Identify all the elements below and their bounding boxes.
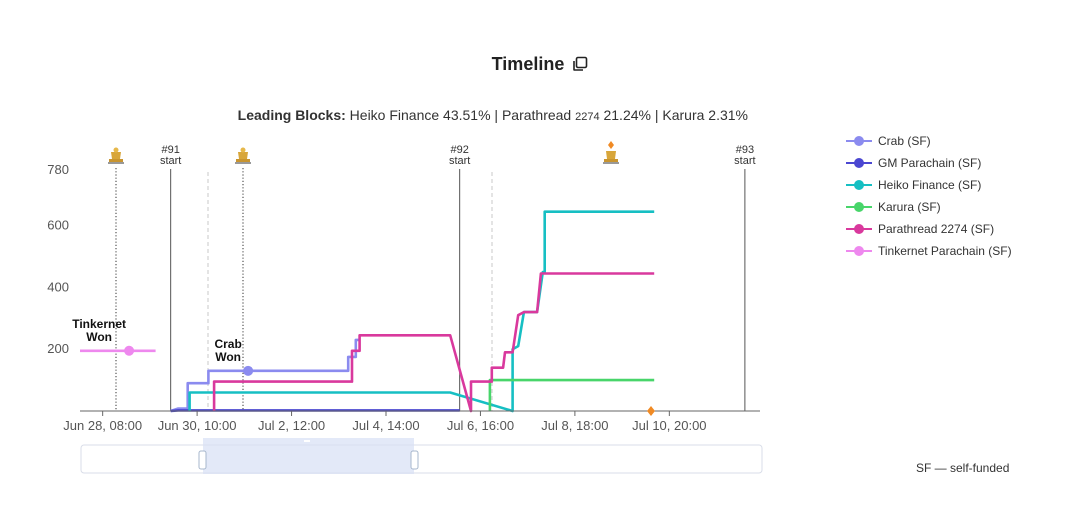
zoom-window[interactable] (203, 438, 414, 474)
auction-end-marker (647, 406, 655, 416)
auction-sub-label: start (734, 155, 755, 167)
trophy-top (113, 147, 119, 153)
x-tick-label: Jul 10, 20:00 (632, 418, 706, 433)
legend-item[interactable]: GM Parachain (SF) (846, 152, 1012, 174)
trophy-diamond (608, 141, 614, 149)
series-line[interactable] (170, 338, 360, 413)
y-tick-label: 200 (47, 341, 69, 356)
trophy-top (240, 147, 246, 153)
footnote: SF — self-funded (916, 461, 1010, 475)
x-tick-label: Jul 8, 18:00 (541, 418, 608, 433)
legend-marker (846, 158, 872, 168)
x-tick-label: Jul 4, 14:00 (352, 418, 419, 433)
chart-title: Timeline (491, 54, 565, 74)
legend-marker (846, 136, 872, 146)
leading-label: Leading Blocks: (237, 107, 346, 123)
y-tick-label: 780 (47, 162, 69, 177)
auction-label: #92 (450, 144, 468, 156)
leading-text-1: Heiko Finance 43.51% | Parathread (349, 107, 576, 123)
x-tick-label: Jul 2, 12:00 (258, 418, 325, 433)
trophy-icon (108, 147, 124, 164)
trophy-base (604, 159, 618, 162)
legend-marker (846, 246, 872, 256)
winner-point[interactable] (124, 345, 135, 356)
legend-item[interactable]: Tinkernet Parachain (SF) (846, 240, 1012, 262)
chart-title-row: Timeline (0, 54, 1080, 77)
legend-label: Crab (SF) (878, 134, 931, 148)
x-tick-label: Jun 30, 10:00 (158, 418, 237, 433)
zoom-grip[interactable] (304, 440, 310, 442)
trophy-cup (238, 152, 248, 159)
winner-label: Crab (214, 337, 241, 351)
legend-label: GM Parachain (SF) (878, 156, 982, 170)
auction-end-trophy-icon (603, 141, 619, 164)
legend-item[interactable]: Heiko Finance (SF) (846, 174, 1012, 196)
trophy-base (109, 159, 123, 162)
y-tick-label: 400 (47, 279, 69, 294)
leading-blocks: Leading Blocks: Heiko Finance 43.51% | P… (238, 107, 748, 123)
legend-item[interactable]: Crab (SF) (846, 130, 1012, 152)
series-line[interactable] (212, 272, 655, 413)
legend-label: Heiko Finance (SF) (878, 178, 982, 192)
winner-label: Won (86, 330, 112, 344)
x-tick-label: Jun 28, 08:00 (63, 418, 142, 433)
legend-label: Karura (SF) (878, 200, 941, 214)
winner-point[interactable] (243, 365, 254, 376)
legend-item[interactable]: Parathread 2274 (SF) (846, 218, 1012, 240)
auction-sub-label: start (160, 155, 181, 167)
auction-label: #91 (161, 144, 179, 156)
trophy-cup (606, 151, 616, 159)
trophy-icon (235, 147, 251, 164)
legend-label: Parathread 2274 (SF) (878, 222, 995, 236)
legend-marker (846, 224, 872, 234)
zoom-handle-left[interactable] (198, 450, 207, 470)
legend-item[interactable]: Karura (SF) (846, 196, 1012, 218)
y-tick-label: 600 (47, 218, 69, 233)
zoom-track[interactable] (80, 444, 763, 474)
auction-label: #93 (736, 144, 754, 156)
winner-label: Won (215, 350, 241, 364)
auction-sub-label: start (449, 155, 470, 167)
trophy-cup (111, 152, 121, 159)
legend-marker (846, 202, 872, 212)
trophy-base (236, 159, 250, 162)
legend-label: Tinkernet Parachain (SF) (878, 244, 1012, 258)
winner-label: Tinkernet (72, 317, 126, 331)
legend: Crab (SF) GM Parachain (SF) Heiko Finance … (846, 130, 1012, 262)
zoom-handle-right[interactable] (410, 450, 419, 470)
series-line[interactable] (188, 210, 655, 413)
series-line[interactable] (488, 378, 655, 411)
legend-marker (846, 180, 872, 190)
x-tick-label: Jul 6, 16:00 (447, 418, 514, 433)
leading-text-small: 2274 (575, 111, 600, 123)
leading-text-2: 21.24% | Karura 2.31% (599, 107, 748, 123)
copy-icon[interactable] (572, 56, 588, 77)
